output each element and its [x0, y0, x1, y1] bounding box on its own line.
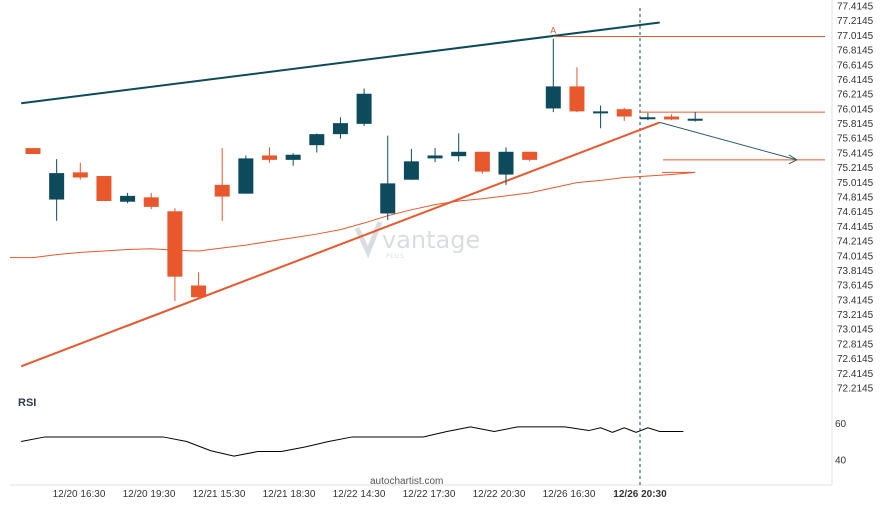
- time-tick-label: 12/20 16:30: [53, 489, 106, 500]
- price-tick-label: 75.8145: [837, 119, 874, 130]
- price-tick-label: 77.2145: [837, 16, 874, 27]
- candle-body: [616, 109, 632, 117]
- candle-body: [522, 151, 538, 160]
- price-tick-label: 76.2145: [837, 90, 874, 101]
- price-tick-label: 72.6145: [837, 354, 874, 365]
- candle-body: [143, 197, 159, 207]
- price-tick-label: 75.6145: [837, 134, 874, 145]
- candle-body: [238, 158, 254, 194]
- price-tick-label: 75.2145: [837, 163, 874, 174]
- price-tick-label: 74.4145: [837, 222, 874, 233]
- candle-body: [285, 154, 301, 160]
- price-tick-label: 77.0145: [837, 31, 874, 42]
- moving-average-layer: [10, 171, 696, 259]
- candle-body: [640, 117, 656, 120]
- time-axis: 12/20 16:30 12/20 19:30 12/21 15:30 12/21 1…: [53, 489, 668, 500]
- time-tick-label: 12/22 17:30: [403, 489, 456, 500]
- price-tick-label: 72.2145: [837, 384, 874, 395]
- candle-body: [262, 155, 277, 160]
- candle-body: [569, 86, 585, 112]
- candle-body: [309, 134, 325, 146]
- time-tick-label: 12/20 19:30: [123, 489, 176, 500]
- candle-body: [498, 151, 514, 175]
- candle-body: [451, 151, 467, 157]
- projection-arrow-line: [659, 121, 798, 161]
- price-tick-label: 74.0145: [837, 251, 874, 262]
- price-tick-label: 74.8145: [837, 193, 874, 204]
- moving-average-line: [10, 171, 696, 259]
- resistance-trendline: [21, 21, 660, 105]
- candle-body: [593, 111, 609, 114]
- price-tick-label: 73.0145: [837, 325, 874, 336]
- price-tick-label: 74.6145: [837, 207, 874, 218]
- price-axis: 77.4145 77.2145 77.0145 76.8145 76.6145 76.41…: [835, 2, 874, 467]
- watermark: vantage PLUS: [354, 221, 480, 260]
- price-tick-label: 73.8145: [837, 266, 874, 277]
- footer-text: autochartist.com: [370, 476, 443, 487]
- watermark-subtext: PLUS: [386, 253, 405, 260]
- price-tick-label: 76.0145: [837, 104, 874, 115]
- price-tick-label: 76.4145: [837, 75, 874, 86]
- current-time-label: 12/26 20:30: [613, 489, 667, 500]
- candle-body: [427, 155, 443, 159]
- time-tick-label: 12/26 16:30: [543, 489, 596, 500]
- time-tick-label: 12/21 18:30: [263, 489, 316, 500]
- candle-body: [687, 118, 703, 121]
- price-tick-label: 76.6145: [837, 60, 874, 71]
- candle-body: [380, 183, 396, 214]
- rsi-tick-label: 40: [835, 455, 847, 466]
- candle-body: [167, 211, 183, 277]
- time-tick-label: 12/22 20:30: [473, 489, 526, 500]
- price-tick-label: 73.4145: [837, 295, 874, 306]
- candles-layer: [25, 38, 703, 301]
- candle-body: [545, 86, 561, 109]
- trendlines-layer: A: [20, 21, 825, 368]
- candle-body: [120, 195, 136, 202]
- price-tick-label: 74.2145: [837, 237, 874, 248]
- support-trendline: [20, 121, 661, 368]
- price-tick-label: 75.0145: [837, 178, 874, 189]
- time-tick-label: 12/21 15:30: [193, 489, 246, 500]
- rsi-tick-label: 60: [835, 419, 847, 430]
- rsi-line: [21, 426, 684, 457]
- candle-body: [25, 148, 41, 154]
- rsi-title: RSI: [18, 397, 36, 409]
- candle-body: [214, 184, 230, 197]
- candle-body: [403, 161, 419, 180]
- pattern-point-label: A: [550, 25, 556, 35]
- candle-body: [474, 151, 490, 172]
- price-tick-label: 73.2145: [837, 310, 874, 321]
- candle-body: [332, 123, 348, 135]
- candle-body: [356, 93, 372, 124]
- price-tick-label: 75.4145: [837, 148, 874, 159]
- projection-arrow-head-icon: [788, 154, 798, 165]
- price-tick-label: 76.8145: [837, 46, 874, 57]
- price-tick-label: 72.4145: [837, 369, 874, 380]
- rsi-layer: [21, 426, 684, 457]
- candle-body: [49, 173, 65, 200]
- watermark-text: vantage: [382, 226, 480, 254]
- candle-body: [664, 116, 680, 120]
- time-tick-label: 12/22 14:30: [333, 489, 386, 500]
- price-tick-label: 72.8145: [837, 339, 874, 350]
- candle-body: [191, 285, 207, 298]
- candle-body: [72, 172, 88, 178]
- price-tick-label: 73.6145: [837, 281, 874, 292]
- candle-body: [96, 176, 112, 202]
- price-tick-label: 77.4145: [837, 2, 874, 13]
